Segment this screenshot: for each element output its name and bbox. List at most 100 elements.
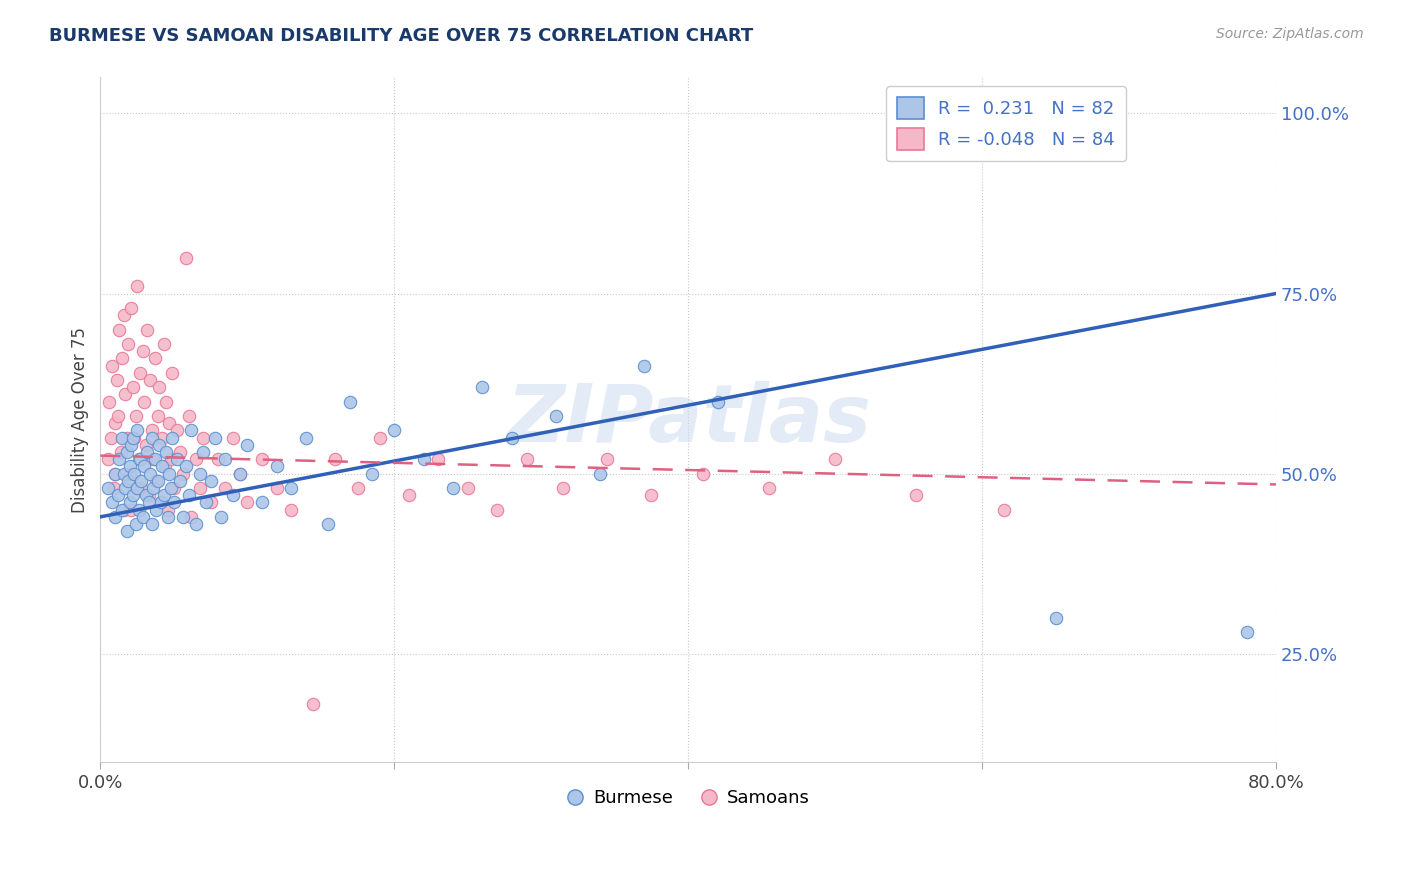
Point <box>904 488 927 502</box>
Point <box>302 697 325 711</box>
Point <box>398 488 420 502</box>
Point <box>250 495 273 509</box>
Point <box>117 474 139 488</box>
Point <box>121 380 143 394</box>
Point <box>160 452 183 467</box>
Point <box>104 467 127 481</box>
Point <box>110 445 132 459</box>
Point <box>633 359 655 373</box>
Point <box>692 467 714 481</box>
Point <box>152 337 174 351</box>
Point <box>368 431 391 445</box>
Point <box>157 467 180 481</box>
Point <box>127 481 149 495</box>
Point <box>993 502 1015 516</box>
Point <box>339 394 361 409</box>
Point <box>122 467 145 481</box>
Point <box>145 502 167 516</box>
Legend: Burmese, Samoans: Burmese, Samoans <box>560 782 817 814</box>
Point <box>172 509 194 524</box>
Point <box>188 481 211 495</box>
Point <box>200 474 222 488</box>
Point <box>640 488 662 502</box>
Point <box>155 445 177 459</box>
Point <box>104 416 127 430</box>
Point <box>250 452 273 467</box>
Point <box>148 438 170 452</box>
Point <box>118 495 141 509</box>
Point <box>156 502 179 516</box>
Point <box>120 438 142 452</box>
Point <box>515 452 537 467</box>
Y-axis label: Disability Age Over 75: Disability Age Over 75 <box>72 326 89 513</box>
Point <box>221 431 243 445</box>
Point <box>200 495 222 509</box>
Point <box>316 517 339 532</box>
Point <box>98 394 121 409</box>
Point <box>207 452 229 467</box>
Point <box>163 481 186 495</box>
Point <box>111 502 134 516</box>
Point <box>441 481 464 495</box>
Point <box>596 452 619 467</box>
Point <box>471 380 494 394</box>
Point <box>169 474 191 488</box>
Point <box>129 452 152 467</box>
Point <box>166 452 188 467</box>
Point <box>544 409 567 423</box>
Point <box>184 452 207 467</box>
Point <box>132 509 155 524</box>
Point <box>107 409 129 423</box>
Point <box>214 452 236 467</box>
Point <box>134 459 156 474</box>
Point <box>138 488 160 502</box>
Point <box>131 474 153 488</box>
Point <box>180 509 202 524</box>
Point <box>177 409 200 423</box>
Point <box>121 431 143 445</box>
Point <box>163 495 186 509</box>
Point <box>150 431 173 445</box>
Point <box>132 344 155 359</box>
Point <box>138 495 160 509</box>
Point <box>134 394 156 409</box>
Point <box>112 308 135 322</box>
Point <box>143 351 166 366</box>
Point <box>589 467 612 481</box>
Point <box>162 366 184 380</box>
Point <box>174 459 197 474</box>
Point <box>1236 625 1258 640</box>
Point <box>346 481 368 495</box>
Text: BURMESE VS SAMOAN DISABILITY AGE OVER 75 CORRELATION CHART: BURMESE VS SAMOAN DISABILITY AGE OVER 75… <box>49 27 754 45</box>
Point <box>150 459 173 474</box>
Point <box>117 337 139 351</box>
Point <box>136 322 159 336</box>
Point <box>136 445 159 459</box>
Point <box>193 431 215 445</box>
Point <box>214 481 236 495</box>
Point <box>124 517 146 532</box>
Point <box>101 359 124 373</box>
Point <box>149 495 172 509</box>
Point <box>174 251 197 265</box>
Point <box>143 452 166 467</box>
Point <box>114 387 136 401</box>
Point <box>121 488 143 502</box>
Point <box>128 452 150 467</box>
Point <box>706 394 728 409</box>
Point <box>145 474 167 488</box>
Point <box>115 431 138 445</box>
Point <box>266 481 288 495</box>
Text: Source: ZipAtlas.com: Source: ZipAtlas.com <box>1216 27 1364 41</box>
Point <box>131 481 153 495</box>
Point <box>112 502 135 516</box>
Point <box>142 452 165 467</box>
Point <box>236 438 259 452</box>
Point <box>135 488 157 502</box>
Point <box>108 322 131 336</box>
Point <box>221 488 243 502</box>
Point <box>229 467 252 481</box>
Point <box>111 431 134 445</box>
Point <box>280 502 302 516</box>
Point <box>824 452 846 467</box>
